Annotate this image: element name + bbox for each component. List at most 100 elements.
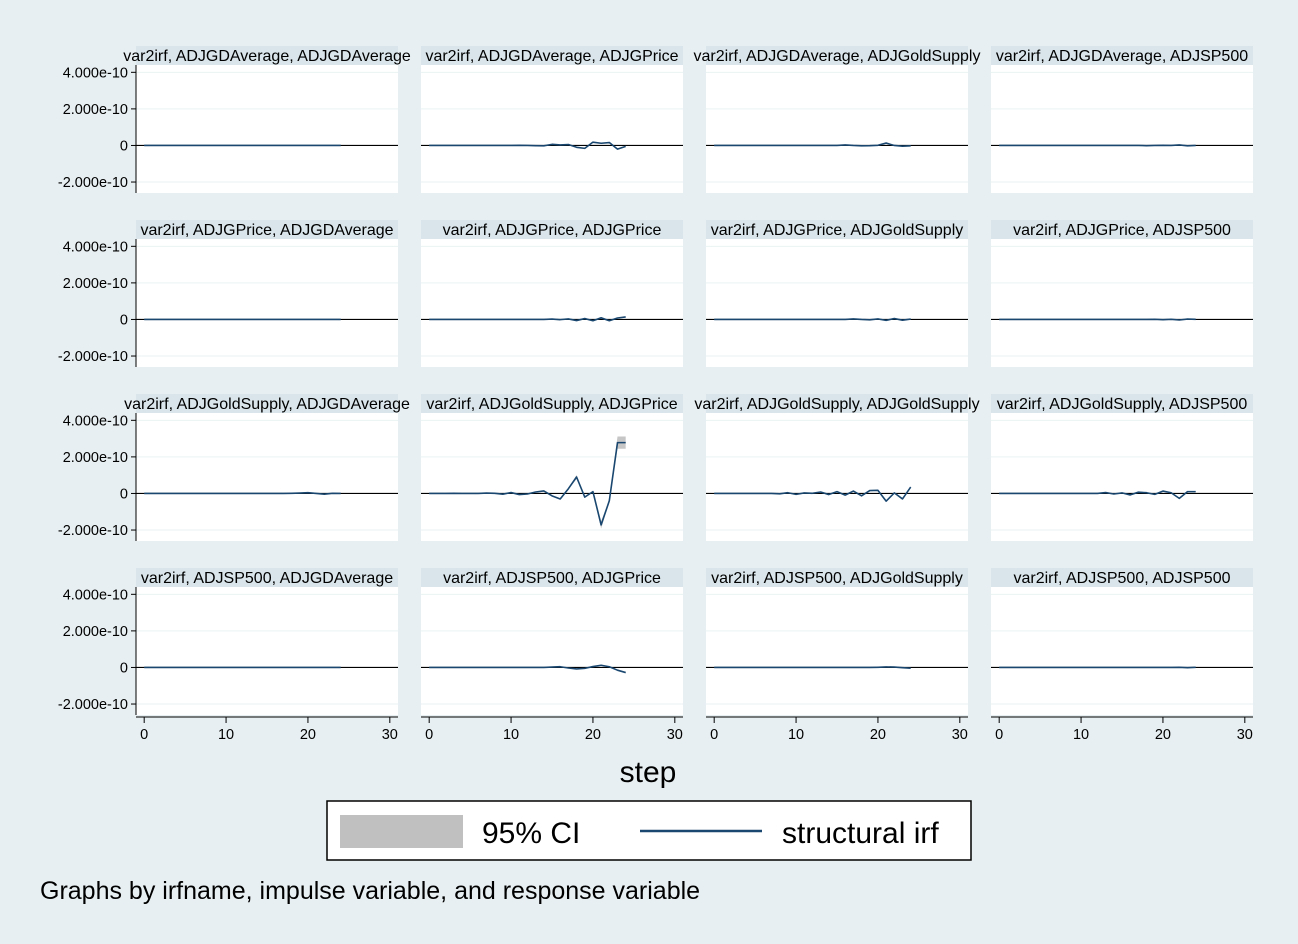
y-tick-label: 4.000e-10 — [63, 587, 128, 603]
panel-title: var2irf, ADJGDAverage, ADJGDAverage — [123, 48, 411, 65]
x-tick-label: 30 — [1237, 727, 1253, 743]
panel-title: var2irf, ADJGDAverage, ADJGoldSupply — [694, 48, 981, 65]
x-tick-label: 0 — [140, 727, 148, 743]
plot-area — [421, 65, 683, 193]
panel: var2irf, ADJGPrice, ADJSP500 — [991, 220, 1253, 367]
y-tick-label: 4.000e-10 — [63, 413, 128, 429]
panel: var2irf, ADJGPrice, ADJGPrice — [421, 220, 683, 367]
y-tick-label: 0 — [120, 486, 128, 502]
x-tick-label: 30 — [667, 727, 683, 743]
panel-title: var2irf, ADJGoldSupply, ADJGDAverage — [124, 396, 410, 413]
panel-title: var2irf, ADJGoldSupply, ADJGPrice — [426, 396, 677, 413]
x-tick-label: 10 — [503, 727, 519, 743]
panel-title-strip — [136, 220, 398, 239]
irf-line — [429, 664, 626, 674]
panel-title-strip — [991, 46, 1253, 65]
panel-title: var2irf, ADJGDAverage, ADJGPrice — [425, 48, 678, 65]
panel-title: var2irf, ADJSP500, ADJGoldSupply — [711, 570, 963, 587]
y-tick-label: -2.000e-10 — [58, 523, 128, 539]
panel-title: var2irf, ADJSP500, ADJGDAverage — [141, 570, 393, 587]
panel-title-strip — [991, 394, 1253, 413]
y-tick-label: 0 — [120, 660, 128, 676]
plot-area — [706, 65, 968, 193]
panel-title-strip — [991, 568, 1253, 587]
panel: var2irf, ADJSP500, ADJGoldSupply — [706, 568, 968, 715]
panel: var2irf, ADJGoldSupply, ADJSP500 — [991, 394, 1253, 541]
plot-area — [991, 413, 1253, 541]
panel: var2irf, ADJGoldSupply, ADJGoldSupply — [694, 394, 980, 541]
irf-line — [999, 490, 1196, 500]
irf-line — [429, 316, 626, 322]
plot-area — [136, 587, 398, 715]
panel: var2irf, ADJSP500, ADJSP500 — [991, 568, 1253, 715]
panel-title: var2irf, ADJGPrice, ADJGoldSupply — [711, 222, 964, 239]
panel-title: var2irf, ADJGPrice, ADJSP500 — [1013, 222, 1231, 239]
plot-area — [421, 239, 683, 367]
plot-area — [991, 239, 1253, 367]
panel: var2irf, ADJGDAverage, ADJGDAverage4.000… — [58, 46, 411, 193]
panel-title-strip — [706, 568, 968, 587]
x-axis-label: step — [620, 756, 677, 789]
panel-title-strip — [706, 394, 968, 413]
panel-title-strip — [706, 220, 968, 239]
x-tick-label: 20 — [585, 727, 601, 743]
x-tick-label: 30 — [382, 727, 398, 743]
panel-title: var2irf, ADJGoldSupply, ADJGoldSupply — [694, 396, 979, 413]
x-tick-label: 10 — [218, 727, 234, 743]
x-tick-label: 10 — [788, 727, 804, 743]
panel: var2irf, ADJGoldSupply, ADJGDAverage4.00… — [58, 394, 410, 541]
panel-title-strip — [421, 220, 683, 239]
legend-irf-label: structural irf — [782, 817, 939, 850]
legend-ci-swatch — [340, 815, 463, 848]
plot-area — [706, 239, 968, 367]
irf-line — [429, 141, 626, 150]
panel-title-strip — [991, 220, 1253, 239]
irf-line — [429, 441, 626, 526]
panel-title: var2irf, ADJGPrice, ADJGPrice — [443, 222, 662, 239]
irf-line — [714, 317, 911, 322]
panel-title-strip — [136, 394, 398, 413]
panel-title-strip — [136, 46, 398, 65]
plot-area — [991, 587, 1253, 715]
panel: var2irf, ADJSP500, ADJGPrice — [421, 568, 683, 715]
y-tick-label: 2.000e-10 — [63, 102, 128, 118]
plot-area — [136, 413, 398, 541]
panel-title-strip — [421, 568, 683, 587]
panel: var2irf, ADJGDAverage, ADJSP500 — [991, 46, 1253, 193]
panel-grid: var2irf, ADJGDAverage, ADJGDAverage4.000… — [58, 46, 1253, 715]
panel: var2irf, ADJGPrice, ADJGDAverage 4.000e-1… — [58, 220, 398, 367]
y-tick-label: 0 — [120, 138, 128, 154]
panel-title: var2irf, ADJGPrice, ADJGDAverage — [140, 222, 393, 239]
x-tick-label: 0 — [710, 727, 718, 743]
panel-title-strip — [421, 46, 683, 65]
plot-area — [991, 65, 1253, 193]
panel-title: var2irf, ADJSP500, ADJGPrice — [443, 570, 661, 587]
panel-title: var2irf, ADJGDAverage, ADJSP500 — [996, 48, 1248, 65]
legend: 95% CI structural irf — [326, 800, 972, 861]
y-tick-label: 0 — [120, 312, 128, 328]
plot-area — [421, 413, 683, 541]
x-tick-label: 20 — [300, 727, 316, 743]
y-tick-label: -2.000e-10 — [58, 349, 128, 365]
panel-title-strip — [136, 568, 398, 587]
irf-line — [999, 144, 1196, 147]
irf-line — [714, 142, 911, 147]
irf-line — [999, 318, 1196, 321]
x-tick-label: 0 — [425, 727, 433, 743]
figure-note: Graphs by irfname, impulse variable, and… — [40, 877, 700, 905]
x-tick-label: 0 — [995, 727, 1003, 743]
panel: var2irf, ADJSP500, ADJGDAverage 4.000e-10… — [58, 568, 398, 715]
x-tick-label: 10 — [1073, 727, 1089, 743]
y-tick-label: 4.000e-10 — [63, 65, 128, 81]
panel: var2irf, ADJGDAverage, ADJGPrice — [421, 46, 683, 193]
panel-title-strip — [706, 46, 968, 65]
plot-area — [136, 239, 398, 367]
y-tick-label: 2.000e-10 — [63, 450, 128, 466]
panel: var2irf, ADJGoldSupply, ADJGPrice — [421, 394, 683, 541]
y-tick-label: 2.000e-10 — [63, 276, 128, 292]
panel-title: var2irf, ADJGoldSupply, ADJSP500 — [997, 396, 1248, 413]
plot-area — [136, 65, 398, 193]
irf-line — [714, 486, 912, 502]
y-tick-label: -2.000e-10 — [58, 697, 128, 713]
